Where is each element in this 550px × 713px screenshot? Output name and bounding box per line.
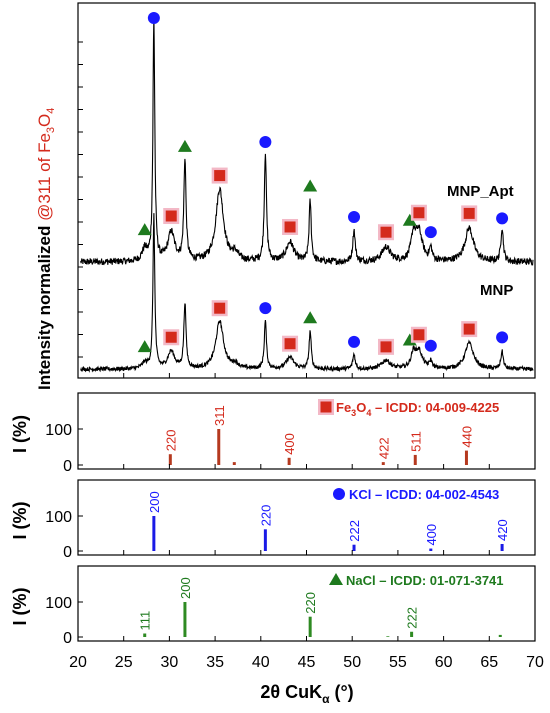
fe3o4-marker <box>413 207 425 219</box>
spectrum-mnp-apt <box>80 16 534 266</box>
x-axis-title: 2θ CuKα (°) <box>260 682 353 706</box>
x-tick-label: 25 <box>115 654 133 671</box>
series-label-mnp: MNP <box>480 282 513 299</box>
x-tick-label: 20 <box>69 654 87 671</box>
ref-panel-title: NaCl – ICDD: 01-071-3741 <box>346 573 504 588</box>
kcl-legend-icon <box>333 488 345 500</box>
ref-panel-nacl: 0 100 I (%) 111 200 220 222 NaCl – ICDD: 01-071… <box>10 565 536 647</box>
ref-panel-title: KCl – ICDD: 04-002-4543 <box>349 487 499 502</box>
x-tick-label: 30 <box>161 654 179 671</box>
fe3o4-marker <box>463 323 475 335</box>
x-axis-ticks: 20 25 30 35 40 45 50 55 60 65 70 <box>69 373 544 671</box>
hkl-label: 400 <box>282 433 297 455</box>
fe3o4-marker <box>380 226 392 238</box>
nacl-marker <box>177 139 192 152</box>
ref-y-tick-label: 100 <box>45 422 72 439</box>
ref-title-part: 3 <box>351 408 356 418</box>
hkl-label: 220 <box>163 429 178 451</box>
y-title-part-1: Intensity normalized <box>35 221 54 390</box>
hkl-label: 422 <box>376 437 391 459</box>
ref-panel-fe3o4: 0 100 I (%) 220 311 400 422 511 440 Fe3O4 – ICDD:… <box>10 392 536 475</box>
ref-y-axis-title: I (%) <box>10 587 30 625</box>
ref-title-part: Fe <box>336 400 351 415</box>
hkl-label: 222 <box>347 520 362 542</box>
main-y-ticks <box>78 41 83 358</box>
fe3o4-legend-icon <box>320 401 332 413</box>
ref-panel-title: Fe3O4 – ICDD: 04-009-4225 <box>336 400 499 418</box>
ref-y-tick-label: 0 <box>63 630 72 647</box>
fe3o4-marker <box>165 331 177 343</box>
x-tick-label: 45 <box>298 654 316 671</box>
kcl-marker <box>348 335 361 348</box>
x-tick-label: 40 <box>252 654 270 671</box>
ref-title-part: – ICDD: 04-009-4225 <box>371 400 499 415</box>
fe3o4-marker <box>165 210 177 222</box>
x-title-sub: α <box>322 692 330 706</box>
spectra-group <box>80 16 534 373</box>
main-y-axis-title: Intensity normalized @311 of Fe3O4 <box>35 108 57 390</box>
x-tick-label: 50 <box>343 654 361 671</box>
fe3o4-marker <box>214 170 226 182</box>
nacl-marker <box>303 179 318 192</box>
hkl-label: 111 <box>138 611 153 631</box>
hkl-label: 400 <box>424 524 439 546</box>
kcl-marker <box>424 226 437 239</box>
y-title-part-3: O <box>35 114 54 127</box>
ref-y-axis-title: I (%) <box>10 501 30 539</box>
y-title-sub-1: 3 <box>45 127 57 133</box>
fe3o4-marker <box>413 329 425 341</box>
hkl-label: 200 <box>147 491 162 513</box>
y-title-part-2: @311 of Fe <box>35 133 54 221</box>
kcl-marker <box>348 211 361 224</box>
ref-panel-kcl: 0 100 I (%) 200 220 222 400 420 KCl – ICDD: 04-0… <box>10 479 536 561</box>
fe3o4-marker <box>463 207 475 219</box>
nacl-marker <box>137 340 152 353</box>
ref-y-axis-title: I (%) <box>10 415 30 453</box>
x-title-part-2: (°) <box>329 682 353 702</box>
ref-y-tick-label: 100 <box>45 509 72 526</box>
kcl-marker <box>259 135 272 148</box>
hkl-label: 420 <box>495 519 510 541</box>
series-label-mnp-apt: MNP_Apt <box>447 183 514 200</box>
x-tick-label: 55 <box>389 654 407 671</box>
phase-markers <box>137 12 509 355</box>
ref-y-tick-label: 0 <box>63 544 72 561</box>
x-tick-label: 65 <box>480 654 498 671</box>
nacl-marker <box>303 311 318 324</box>
hkl-label: 220 <box>258 505 273 527</box>
hkl-label: 311 <box>212 405 227 426</box>
x-title-part-1: 2θ CuK <box>260 682 322 702</box>
hkl-label: 511 <box>408 431 423 452</box>
x-tick-label: 70 <box>526 654 544 671</box>
hkl-label: 440 <box>459 426 474 448</box>
hkl-label: 222 <box>405 607 420 629</box>
hkl-label: 220 <box>303 592 318 614</box>
ref-y-tick-label: 100 <box>45 595 72 612</box>
hkl-label: 200 <box>178 577 193 599</box>
fe3o4-marker <box>380 341 392 353</box>
ref-y-tick-label: 0 <box>63 458 72 475</box>
fe3o4-marker <box>284 338 296 350</box>
ref-title-part: 4 <box>366 408 371 418</box>
fe3o4-marker <box>284 221 296 233</box>
nacl-legend-icon <box>329 573 343 585</box>
kcl-marker <box>259 302 272 315</box>
ref-title-part: O <box>356 400 366 415</box>
kcl-marker <box>496 331 509 344</box>
y-title-sub-2: 4 <box>45 108 57 114</box>
kcl-marker <box>147 12 160 24</box>
fe3o4-marker <box>214 302 226 314</box>
x-tick-label: 60 <box>435 654 453 671</box>
kcl-marker <box>424 339 437 352</box>
spectrum-mnp <box>80 213 534 373</box>
nacl-marker <box>402 213 417 226</box>
kcl-marker <box>496 212 509 225</box>
x-tick-label: 35 <box>206 654 224 671</box>
nacl-marker <box>137 223 152 236</box>
